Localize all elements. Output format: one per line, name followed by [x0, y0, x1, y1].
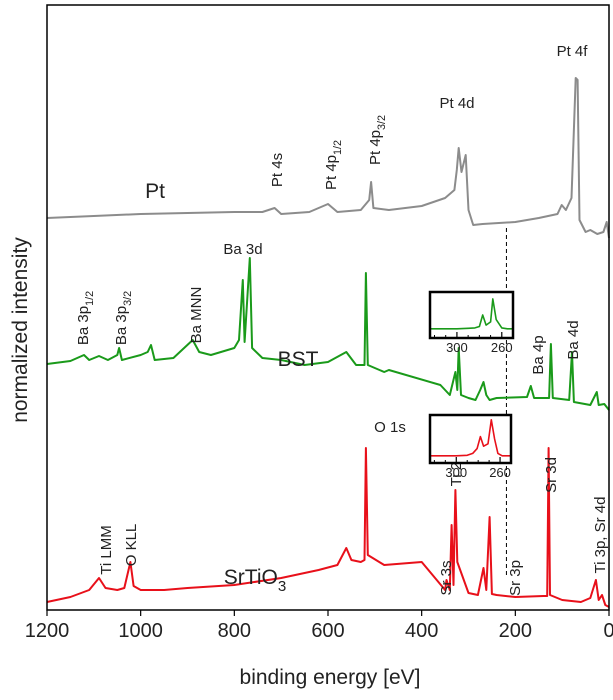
peak-label: O 1s: [374, 419, 406, 436]
inset-background: [430, 292, 513, 338]
peak-label-subscript: 3/2: [376, 115, 388, 130]
x-tick-label: 400: [405, 620, 438, 642]
peak-label-text: Ba 3d: [223, 241, 262, 258]
spectrum-line: [46, 77, 610, 239]
plot-frame: [428, 413, 513, 465]
x-tick-label: 0: [603, 620, 613, 642]
peak-label: Ba 4p: [530, 335, 547, 374]
y-axis-label: normalized intensity: [9, 237, 32, 423]
peak-label: Sr 3s: [438, 560, 455, 595]
peak-label: Ba 3p3/2: [113, 291, 134, 345]
peak-label: O KLL: [123, 524, 140, 567]
peak-label-subscript: 3: [278, 578, 286, 595]
peak-label-text: Sr 3p: [507, 560, 524, 596]
x-tick-label: 300: [445, 465, 467, 480]
peak-label-text: Sr 3s: [438, 560, 455, 595]
peak-label-text: Pt 4s: [269, 153, 286, 187]
peak-label-text: BST: [278, 348, 319, 371]
peak-label-subscript: 1/2: [332, 140, 344, 155]
x-tick-label: 260: [489, 465, 511, 480]
peak-label: Pt: [145, 180, 165, 203]
peak-label: Pt 4f: [557, 43, 589, 60]
x-tick-label: 600: [311, 620, 344, 642]
peak-label: SrTiO3: [224, 566, 286, 595]
peak-label-text: Ba 4p: [530, 335, 547, 374]
peak-label-text: Ba 3p: [75, 306, 92, 345]
peak-label-text: Ba MNN: [188, 287, 205, 344]
peak-label: Ba 4d: [565, 320, 582, 359]
peak-label: Ba 3p1/2: [75, 291, 96, 345]
peak-label-text: Pt 4p: [323, 155, 340, 190]
peak-label-text: Sr 3d: [543, 457, 560, 493]
spectrum-line: [430, 419, 511, 457]
peak-label: BST: [278, 348, 319, 371]
peak-label: Sr 3d: [543, 457, 560, 493]
peak-label: Pt 4d: [439, 95, 474, 112]
peak-label: Ti LMM: [98, 525, 115, 574]
peak-label-subscript: 3/2: [122, 291, 134, 306]
peak-label-text: Ti LMM: [98, 525, 115, 574]
spectrum-line: [430, 298, 513, 330]
peak-label: Pt 4p3/2: [367, 115, 388, 165]
peak-label-text: O 1s: [374, 419, 406, 436]
peak-label-text: Ba 4d: [565, 320, 582, 359]
peak-label-text: Pt 4f: [557, 43, 589, 60]
peak-label-text: Pt: [145, 180, 165, 203]
peak-label: Pt 4s: [269, 153, 286, 187]
peak-label-text: SrTiO: [224, 566, 278, 589]
x-tick-label: 1000: [118, 620, 163, 642]
x-tick-label: 800: [218, 620, 251, 642]
x-tick-label: 1200: [25, 620, 70, 642]
peak-label: Ba 3d: [223, 241, 262, 258]
peak-label: Sr 3p: [507, 560, 524, 596]
plot-frame: [428, 290, 515, 340]
peak-label-text: O KLL: [123, 524, 140, 567]
peak-label-text: Pt 4d: [439, 95, 474, 112]
peak-label: Ti 3p, Sr 4d: [592, 497, 609, 574]
plot-frame: [46, 4, 610, 611]
peak-label-subscript: 1/2: [84, 291, 96, 306]
x-tick-label: 300: [446, 340, 468, 355]
peak-label: Pt 4p1/2: [323, 140, 344, 190]
x-axis-label: binding energy [eV]: [240, 666, 421, 689]
peak-label-text: Pt 4p: [367, 130, 384, 165]
peak-label-text: Ti 3p, Sr 4d: [592, 497, 609, 574]
x-tick-label: 260: [491, 340, 513, 355]
peak-label-text: Ba 3p: [113, 306, 130, 345]
x-tick-label: 200: [499, 620, 532, 642]
spectrum-line: [46, 257, 610, 411]
peak-label: Ba MNN: [188, 287, 205, 344]
spectrum-line: [46, 447, 610, 608]
